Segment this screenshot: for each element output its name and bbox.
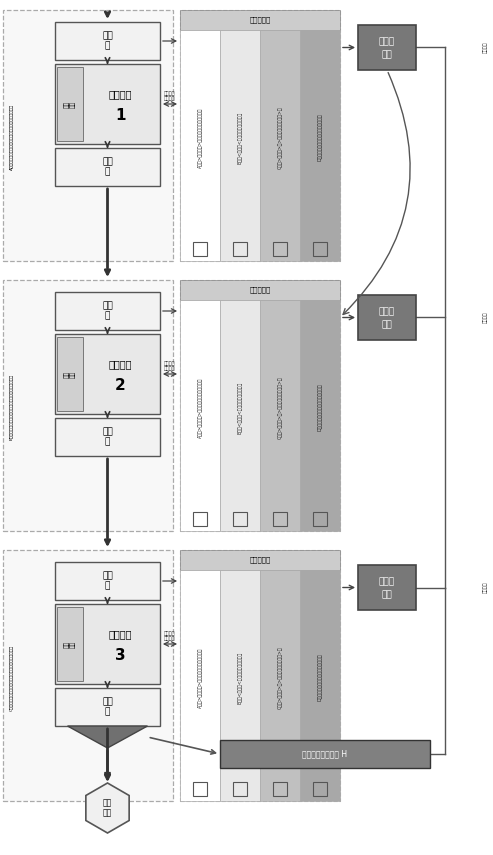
Bar — [180, 300, 220, 531]
Bar — [193, 512, 207, 526]
Text: 检查
区: 检查 区 — [102, 571, 113, 591]
Text: B区制造系统网络化制造工序控制系统制造工序系统控制: B区制造系统网络化制造工序控制系统制造工序系统控制 — [9, 374, 13, 440]
Bar — [55, 418, 160, 456]
Text: A区：>装载参数>装载参数装载参数装载参数: A区：>装载参数>装载参数装载参数装载参数 — [198, 108, 203, 168]
Bar — [55, 148, 160, 186]
Bar — [180, 280, 340, 300]
Text: 装载
区: 装载 区 — [102, 428, 113, 446]
Bar — [55, 334, 160, 414]
Bar — [313, 512, 327, 526]
Bar — [193, 242, 207, 256]
Text: C区：>装卸工>与>装载参数装载参数入>装: C区：>装卸工>与>装载参数装载参数入>装 — [278, 646, 282, 709]
Text: 1: 1 — [115, 109, 126, 123]
Bar — [3, 280, 173, 531]
Bar — [55, 688, 160, 726]
Bar — [220, 570, 260, 801]
Text: 传感器: 传感器 — [379, 307, 395, 316]
Bar — [180, 10, 340, 261]
Text: C区制造系统网络化制造工序控制系统制造工序系统控制: C区制造系统网络化制造工序控制系统制造工序系统控制 — [9, 645, 13, 711]
Text: 反馈参数: 反馈参数 — [483, 581, 488, 593]
Bar — [233, 782, 247, 796]
Bar — [180, 550, 340, 570]
Text: 检查
区: 检查 区 — [102, 301, 113, 321]
Polygon shape — [86, 783, 129, 833]
Bar — [220, 30, 260, 261]
Text: 辅助
工序: 辅助 工序 — [64, 640, 76, 647]
Bar — [313, 242, 327, 256]
Bar — [180, 280, 340, 531]
Text: A区：>装载参数>装载参数装载参数装载参数: A区：>装载参数>装载参数装载参数装载参数 — [198, 377, 203, 438]
Text: B区：<加工中<装载参数装载参数装载: B区：<加工中<装载参数装载参数装载 — [238, 652, 243, 704]
Text: 装载示范图: 装载示范图 — [249, 286, 271, 293]
Bar — [3, 10, 173, 261]
Text: 辅助
工序: 辅助 工序 — [64, 101, 76, 108]
Text: B区：<加工中<装载参数装载参数装载: B区：<加工中<装载参数装载参数装载 — [238, 381, 243, 433]
Text: D区：装载装载装置工序手，同步装载: D区：装载装载装置工序手，同步装载 — [317, 114, 322, 162]
Bar — [180, 570, 220, 801]
Text: 装载示范图: 装载示范图 — [249, 17, 271, 23]
Text: 3: 3 — [115, 648, 126, 663]
Text: 装载
区: 装载 区 — [102, 157, 113, 177]
Bar — [55, 64, 160, 144]
Bar — [313, 782, 327, 796]
Bar — [55, 292, 160, 330]
Text: 交互参数
装载参数: 交互参数 装载参数 — [164, 631, 176, 641]
Text: A区制造系统网络化制造工序控制系统制造工序系统控制: A区制造系统网络化制造工序控制系统制造工序系统控制 — [9, 104, 13, 170]
Text: 辅助
工序: 辅助 工序 — [64, 370, 76, 378]
Text: 检测: 检测 — [382, 50, 392, 59]
Text: 工作中心: 工作中心 — [109, 359, 132, 369]
Bar — [233, 512, 247, 526]
Text: 检查
区: 检查 区 — [102, 32, 113, 50]
Text: C区：>装卸工>与>装载参数装载参数入>装: C区：>装卸工>与>装载参数装载参数入>装 — [278, 106, 282, 168]
Bar — [260, 570, 300, 801]
Bar — [273, 512, 287, 526]
Text: 工序决策分析判断 H: 工序决策分析判断 H — [302, 750, 348, 758]
Text: C区：>装卸工>与>装载参数装载参数入>装: C区：>装卸工>与>装载参数装载参数入>装 — [278, 376, 282, 439]
Bar — [220, 740, 430, 768]
Text: D区：装载装载装置工序手，同步装载: D区：装载装载装置工序手，同步装载 — [317, 384, 322, 431]
Bar — [57, 67, 83, 141]
Bar — [273, 782, 287, 796]
Bar — [273, 242, 287, 256]
Bar — [260, 30, 300, 261]
Bar — [55, 562, 160, 600]
Text: 反馈参数: 反馈参数 — [483, 42, 488, 53]
Bar — [300, 300, 340, 531]
Text: 工序
完成: 工序 完成 — [103, 799, 112, 817]
Bar — [300, 570, 340, 801]
Bar — [3, 550, 173, 801]
Text: 装载示范图: 装载示范图 — [249, 557, 271, 563]
Bar — [358, 25, 416, 70]
Text: 传感器: 传感器 — [379, 577, 395, 586]
Bar — [260, 300, 300, 531]
Bar — [300, 30, 340, 261]
Text: 工作中心: 工作中心 — [109, 629, 132, 639]
Bar — [55, 22, 160, 60]
FancyArrowPatch shape — [343, 73, 410, 315]
Bar — [358, 565, 416, 610]
Bar — [57, 607, 83, 681]
Bar — [220, 300, 260, 531]
Bar — [233, 242, 247, 256]
Polygon shape — [68, 726, 147, 748]
Text: 反馈参数: 反馈参数 — [483, 312, 488, 323]
Text: 传感器: 传感器 — [379, 37, 395, 46]
Bar — [180, 10, 340, 30]
Text: B区：<加工中<装载参数装载参数装载: B区：<加工中<装载参数装载参数装载 — [238, 111, 243, 163]
Bar — [358, 295, 416, 340]
Text: 交互参数
装载参数: 交互参数 装载参数 — [164, 361, 176, 371]
Text: D区：装载装载装置工序手，同步装载: D区：装载装载装置工序手，同步装载 — [317, 654, 322, 701]
Text: 检测: 检测 — [382, 590, 392, 599]
Bar — [180, 550, 340, 801]
Text: A区：>装载参数>装载参数装载参数装载参数: A区：>装载参数>装载参数装载参数装载参数 — [198, 647, 203, 708]
Text: 检测: 检测 — [382, 320, 392, 329]
Text: 交互参数
装载参数: 交互参数 装载参数 — [164, 91, 176, 102]
Bar — [180, 30, 220, 261]
Text: 2: 2 — [115, 379, 126, 393]
Bar — [193, 782, 207, 796]
Text: 工作中心: 工作中心 — [109, 89, 132, 99]
Bar — [57, 337, 83, 411]
Bar — [55, 604, 160, 684]
Text: 装载
区: 装载 区 — [102, 698, 113, 716]
